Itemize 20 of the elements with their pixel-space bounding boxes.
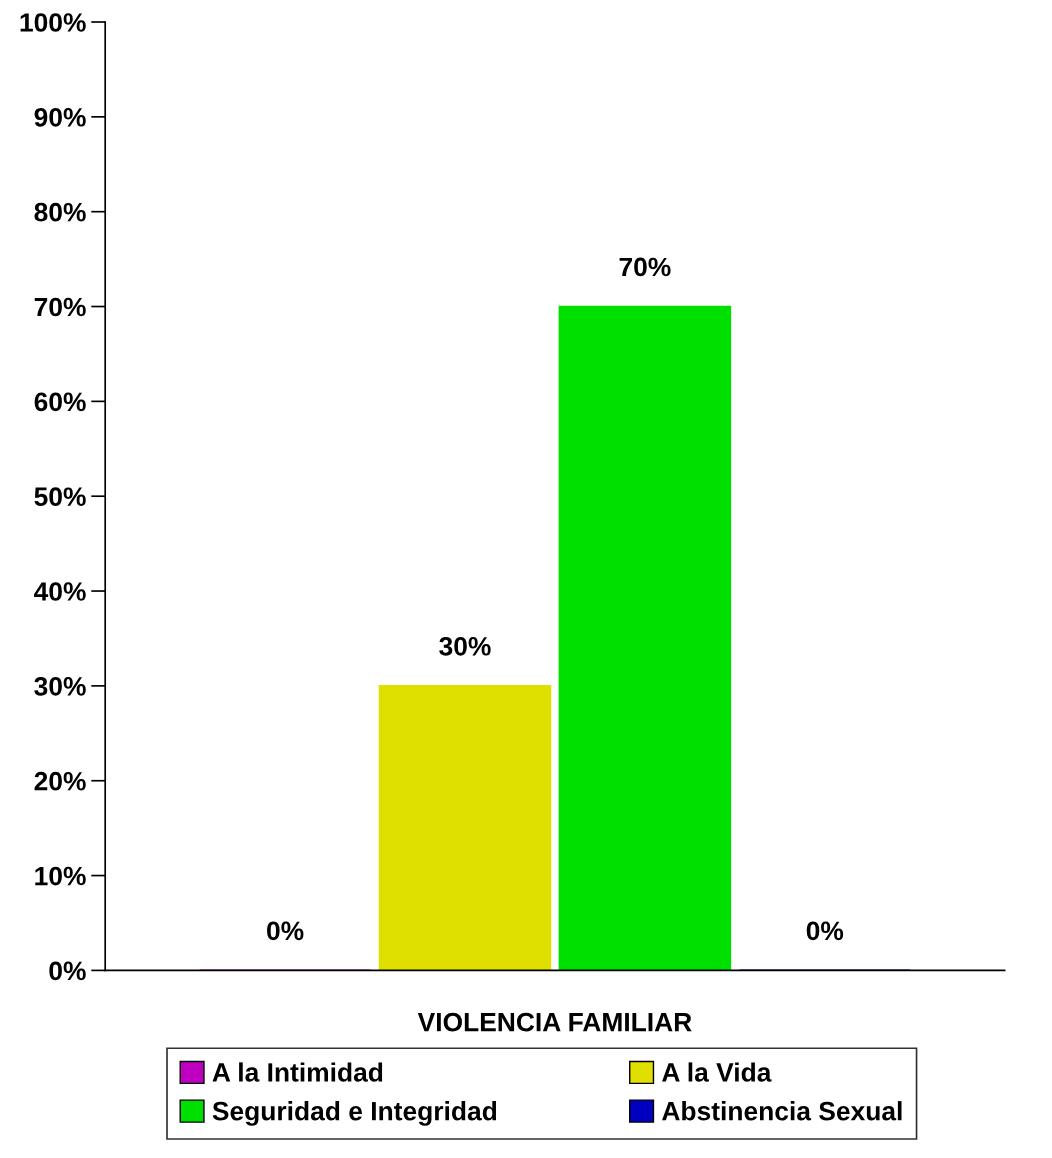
- y-tick-label: 10%: [35, 866, 86, 886]
- data-label: 0%: [267, 921, 304, 941]
- x-tick-label: VIOLENCIA FAMILIAR: [417, 1012, 692, 1032]
- legend-label: Seguridad e Integridad: [212, 1101, 497, 1126]
- y-tick-label: 80%: [34, 202, 86, 222]
- y-tick-label: 60%: [34, 392, 86, 412]
- y-tick-label: 50%: [34, 487, 86, 507]
- legend-label: A la Intimidad: [212, 1062, 383, 1082]
- y-tick-label: 20%: [34, 771, 86, 791]
- data-label: 30%: [439, 636, 491, 656]
- y-tick-label: 100%: [20, 13, 86, 32]
- y-tick-label: 70%: [34, 297, 86, 317]
- y-tick-label: 40%: [34, 582, 86, 601]
- data-label: 0%: [806, 921, 844, 941]
- y-tick-label: 90%: [34, 107, 86, 127]
- y-tick-label: 0%: [49, 961, 86, 981]
- legend-label: Abstinencia Sexual: [662, 1101, 902, 1121]
- data-label: 70%: [619, 257, 671, 277]
- legend-label: A la Vida: [662, 1062, 772, 1082]
- y-tick-label: 30%: [34, 677, 86, 696]
